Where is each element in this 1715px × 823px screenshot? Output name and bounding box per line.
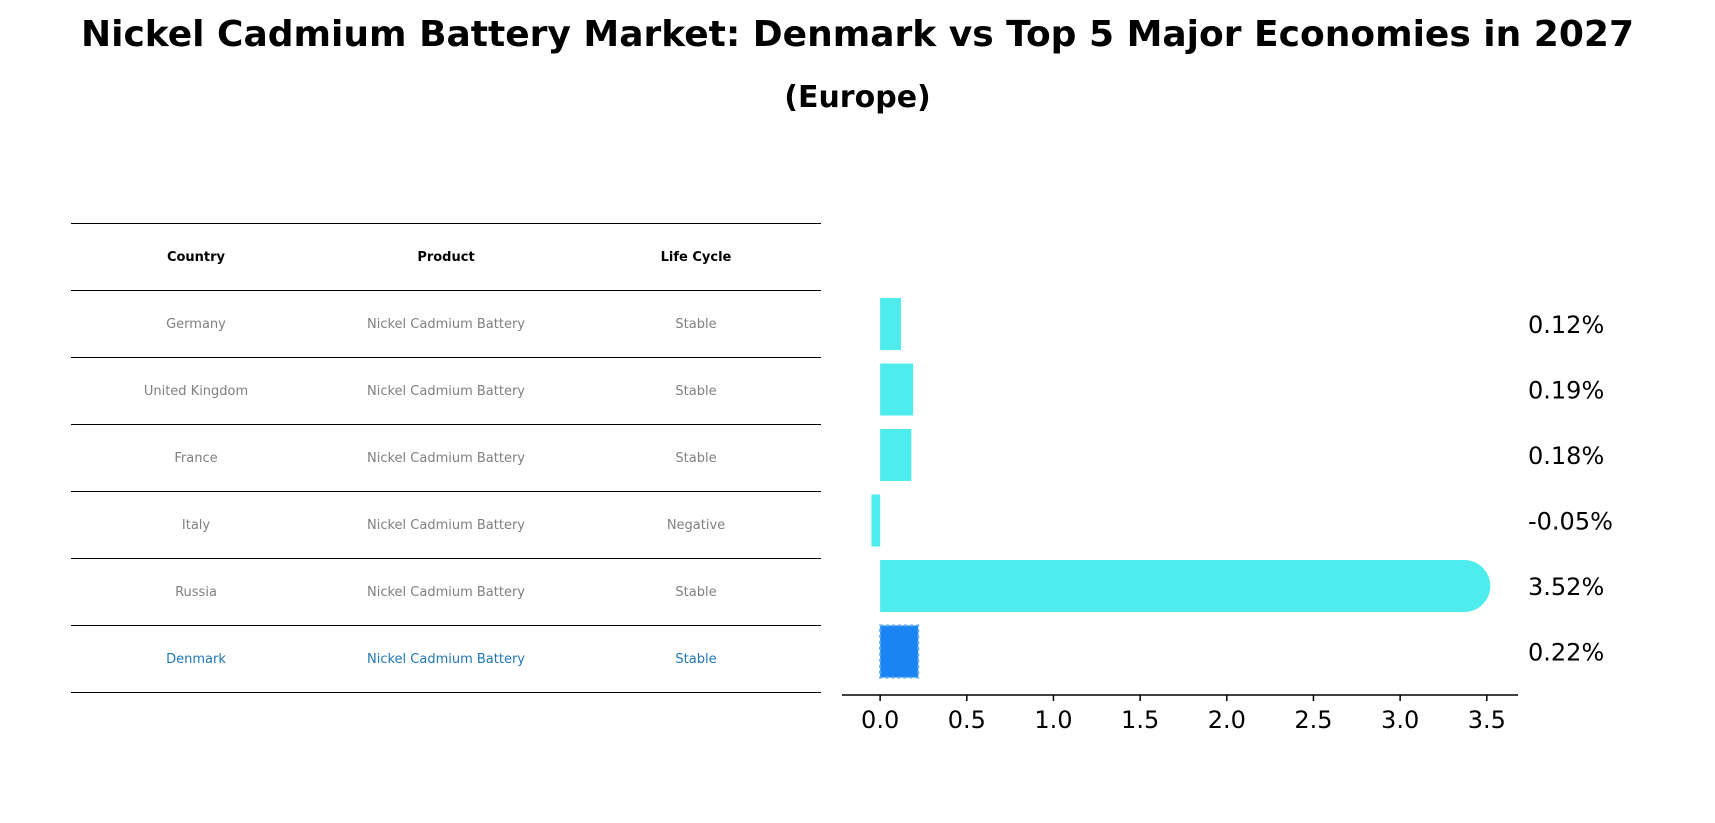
- product-cell: Nickel Cadmium Battery: [366, 316, 525, 332]
- column-header-country: Country: [166, 249, 226, 265]
- bar-value-label: -0.05%: [1528, 508, 1613, 536]
- table-row: Germany Nickel Cadmium Battery Stable: [71, 291, 821, 358]
- bar-france: [880, 429, 912, 481]
- x-tick-label: 2.0: [1208, 706, 1246, 734]
- product-cell: Nickel Cadmium Battery: [366, 651, 525, 667]
- product-cell: Nickel Cadmium Battery: [366, 517, 525, 533]
- table-row: Russia Nickel Cadmium Battery Stable: [71, 559, 821, 626]
- bar-italy: [871, 494, 881, 547]
- bar-denmark: [879, 624, 920, 679]
- country-cell: France: [174, 450, 218, 466]
- column-header-life-cycle: Life Cycle: [660, 249, 732, 265]
- chart-subtitle: (Europe): [784, 80, 931, 115]
- product-cell: Nickel Cadmium Battery: [366, 450, 525, 466]
- table-row: France Nickel Cadmium Battery Stable: [71, 425, 821, 492]
- bar-united-kingdom: [880, 363, 914, 416]
- life-cycle-cell: Stable: [675, 651, 717, 667]
- table-header-row: Country Product Life Cycle: [71, 223, 821, 291]
- x-tick-label: 3.0: [1381, 706, 1419, 734]
- life-cycle-cell: Stable: [675, 316, 717, 332]
- life-cycle-cell: Negative: [666, 517, 726, 533]
- life-cycle-cell: Stable: [675, 383, 717, 399]
- bar-value-label: 0.12%: [1528, 311, 1604, 339]
- bar-value-label: 0.22%: [1528, 639, 1604, 667]
- country-cell: Germany: [166, 316, 226, 332]
- country-cell: United Kingdom: [143, 383, 249, 399]
- bar-value-label: 0.18%: [1528, 442, 1604, 470]
- x-tick-label: 1.0: [1034, 706, 1072, 734]
- life-cycle-cell: Stable: [675, 450, 717, 466]
- country-cell: Italy: [181, 517, 211, 533]
- bar-russia: [880, 560, 1491, 612]
- chart-title: Nickel Cadmium Battery Market: Denmark v…: [80, 14, 1634, 55]
- table-row: Italy Nickel Cadmium Battery Negative: [71, 492, 821, 559]
- bar-value-label: 0.19%: [1528, 377, 1604, 405]
- product-cell: Nickel Cadmium Battery: [366, 584, 525, 600]
- country-cell: Denmark: [166, 651, 226, 667]
- life-cycle-cell: Stable: [675, 584, 717, 600]
- product-cell: Nickel Cadmium Battery: [366, 383, 525, 399]
- table-row: United Kingdom Nickel Cadmium Battery St…: [71, 358, 821, 425]
- x-tick-label: 3.5: [1468, 706, 1506, 734]
- x-tick-label: 2.5: [1294, 706, 1332, 734]
- bar-germany: [880, 298, 901, 350]
- data-table: Country Product Life Cycle Germany Nicke…: [71, 223, 821, 693]
- country-cell: Russia: [175, 584, 217, 600]
- x-tick-label: 1.5: [1121, 706, 1159, 734]
- x-tick-label: 0.0: [861, 706, 899, 734]
- table-row-highlighted: Denmark Nickel Cadmium Battery Stable: [71, 626, 821, 693]
- x-tick-label: 0.5: [948, 706, 986, 734]
- column-header-product: Product: [417, 249, 475, 265]
- bar-value-label: 3.52%: [1528, 573, 1604, 601]
